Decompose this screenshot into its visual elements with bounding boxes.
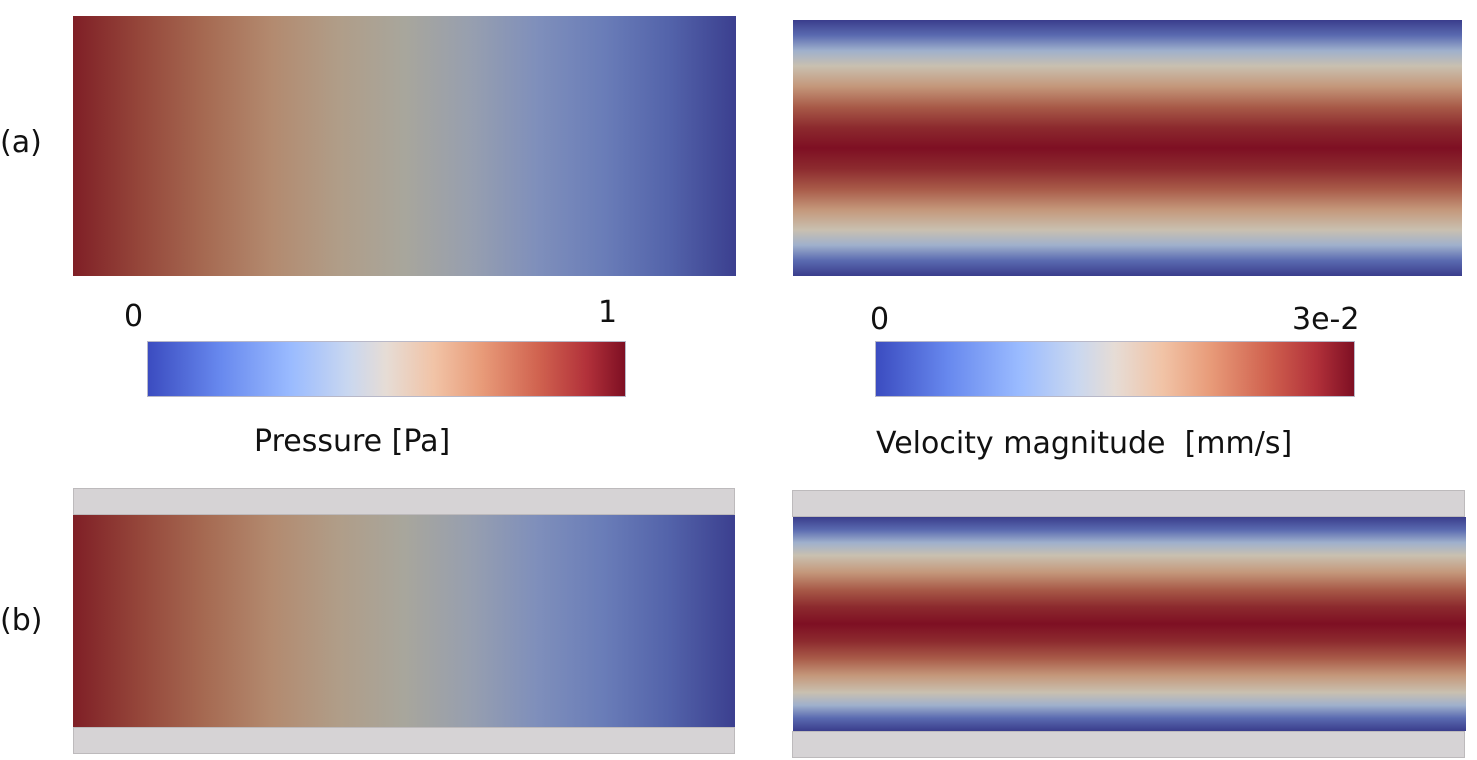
pressure-colorbar-min-label: 0 bbox=[124, 299, 144, 334]
wall-top-pressure-b bbox=[73, 488, 735, 515]
wall-bottom-pressure-b bbox=[73, 727, 735, 754]
velocity-field-b bbox=[793, 517, 1466, 731]
pressure-field-b bbox=[73, 515, 735, 727]
wall-bottom-velocity-b bbox=[792, 731, 1465, 758]
pressure-colorbar bbox=[147, 341, 626, 397]
velocity-colorbar bbox=[875, 341, 1355, 397]
row-label-b: (b) bbox=[0, 603, 43, 638]
pressure-colorbar-title: Pressure [Pa] bbox=[254, 424, 451, 459]
pressure-field-a bbox=[73, 16, 736, 276]
velocity-colorbar-min-label: 0 bbox=[870, 302, 890, 337]
velocity-colorbar-max-label: 3e-2 bbox=[1292, 302, 1360, 337]
wall-top-velocity-b bbox=[792, 490, 1465, 517]
pressure-colorbar-max-label: 1 bbox=[598, 295, 618, 330]
velocity-field-a bbox=[793, 20, 1462, 276]
velocity-colorbar-title: Velocity magnitude [mm/s] bbox=[876, 426, 1293, 461]
row-label-a: (a) bbox=[0, 125, 42, 160]
